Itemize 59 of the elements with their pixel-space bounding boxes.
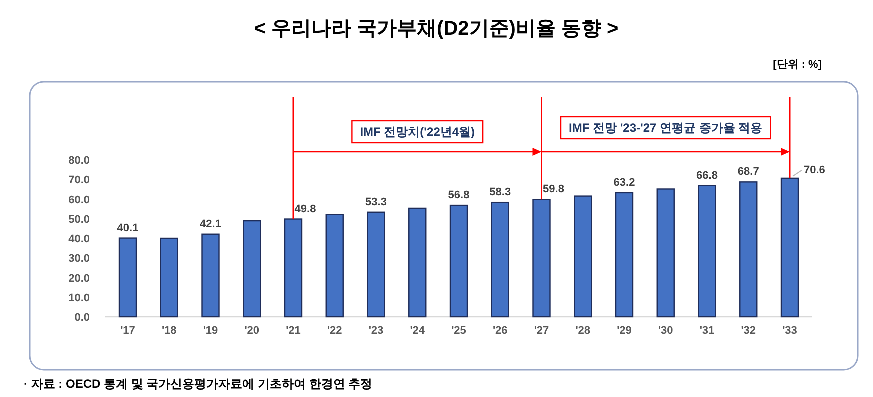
bar (160, 238, 178, 318)
y-tick-label: 20.0 (68, 272, 90, 285)
y-tick-label: 60.0 (68, 194, 90, 206)
data-label: 70.6 (804, 164, 826, 176)
y-tick-label: 70.0 (68, 174, 90, 187)
x-tick-label: '32 (741, 325, 756, 337)
bar (615, 192, 634, 318)
bar (326, 214, 344, 318)
bar (243, 220, 262, 318)
data-label: 40.1 (117, 222, 139, 234)
chart-title: < 우리나라 국가부채(D2기준)비율 동향 > (254, 18, 619, 40)
data-label: 59.8 (543, 184, 564, 196)
bar (532, 199, 551, 318)
x-tick-label: '28 (576, 325, 591, 337)
y-tick-label: 80.0 (68, 155, 90, 167)
y-tick-label: 40.0 (68, 234, 90, 246)
x-tick-label: '22 (327, 325, 342, 337)
bar (656, 188, 675, 318)
data-label: 63.2 (614, 176, 636, 189)
data-label: 68.7 (738, 166, 760, 178)
bar (408, 208, 427, 318)
bar (202, 234, 220, 318)
text: [단위 : %] (773, 59, 822, 71)
text: IMF 전망치('22년4월) (360, 125, 476, 139)
x-tick-label: '31 (700, 325, 715, 337)
data-label: 58.3 (490, 186, 512, 199)
data-label: 49.8 (294, 203, 316, 216)
x-tick-label: '18 (162, 325, 177, 337)
x-tick-label: '21 (286, 325, 301, 337)
y-tick-label: 10.0 (68, 292, 90, 304)
y-tick-label: 0.0 (74, 312, 90, 324)
x-tick-label: '33 (782, 325, 798, 337)
bar (491, 202, 510, 318)
text: IMF 전망 '23-'27 연평균 증가율 적용 (569, 121, 763, 135)
x-tick-label: '23 (368, 325, 384, 337)
x-tick-label: '29 (617, 325, 632, 337)
bar (284, 218, 303, 318)
text: · 자료 : OECD 통계 및 국가신용평가자료에 기초하여 한경연 추정 (24, 377, 373, 391)
x-tick-label: '25 (452, 325, 466, 337)
x-tick-label: '17 (120, 325, 136, 337)
y-tick-label: 30.0 (68, 253, 90, 266)
x-tick-label: '26 (492, 325, 508, 337)
data-label: 53.3 (366, 196, 387, 208)
bar (574, 196, 592, 318)
bar (367, 212, 386, 318)
bar (780, 178, 800, 318)
bar (118, 238, 138, 318)
bar (740, 182, 758, 318)
data-label: 42.1 (200, 218, 222, 230)
data-label: 66.8 (696, 170, 718, 182)
x-tick-label: '19 (203, 325, 218, 337)
bar (698, 185, 716, 318)
y-tick-label: 50.0 (68, 214, 90, 226)
x-tick-label: '20 (244, 325, 260, 337)
x-tick-label: '27 (534, 325, 550, 337)
x-tick-label: '24 (410, 325, 426, 337)
data-label: 56.8 (448, 190, 470, 202)
x-tick-label: '30 (658, 325, 674, 337)
bar (450, 204, 468, 318)
